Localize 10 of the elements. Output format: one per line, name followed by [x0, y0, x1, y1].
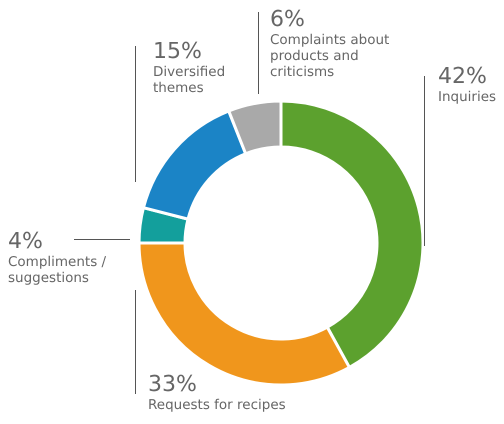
slice-label: Compliments / suggestions	[8, 254, 108, 286]
slice-label: Complaints about products and criticisms	[270, 32, 390, 80]
data-label: 6%	[270, 7, 306, 32]
data-label: 4%	[8, 229, 44, 254]
data-label: 15%	[153, 39, 203, 64]
slice-label: Inquiries	[438, 89, 498, 105]
slice-label: Requests for recipes	[148, 397, 287, 413]
data-label: 33%	[148, 372, 198, 397]
slice-label: Diversified themes	[153, 64, 226, 96]
data-label: 42%	[438, 64, 488, 89]
